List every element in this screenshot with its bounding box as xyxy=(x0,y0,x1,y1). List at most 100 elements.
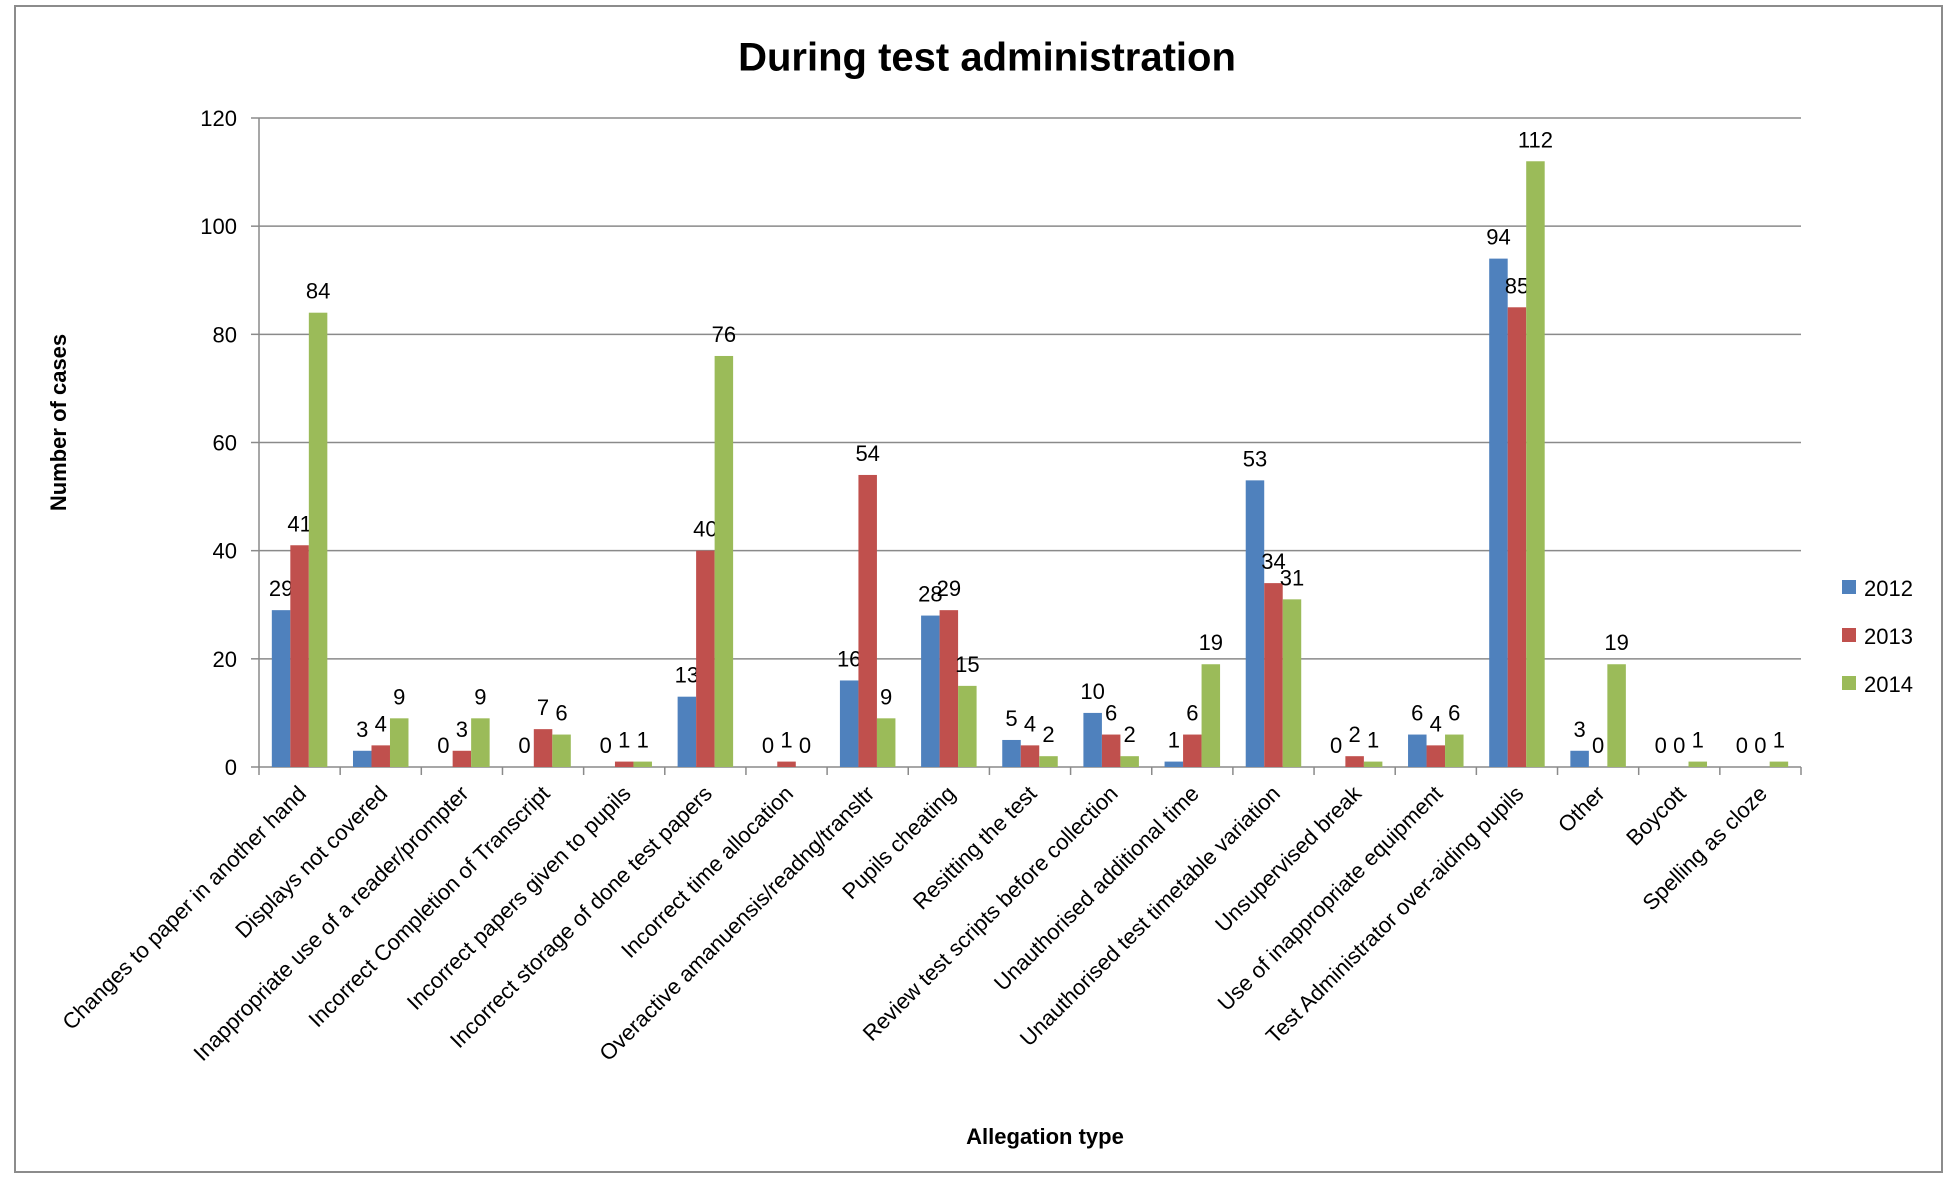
bar-2013 xyxy=(939,610,959,767)
bar-2014 xyxy=(1201,664,1221,767)
bar-2013 xyxy=(533,729,553,767)
y-tick-label: 20 xyxy=(213,647,237,672)
y-axis-title: Number of cases xyxy=(46,334,71,511)
bar-2014 xyxy=(1607,664,1626,767)
legend-label-2012: 2012 xyxy=(1864,576,1913,601)
bar-2012 xyxy=(1164,761,1184,767)
bar-2014 xyxy=(1120,756,1139,767)
data-label-2014: 15 xyxy=(955,652,979,677)
y-tick-label: 100 xyxy=(200,214,237,239)
bar-2013 xyxy=(1426,745,1446,767)
legend-swatch-2014 xyxy=(1842,676,1856,690)
data-label-2012: 0 xyxy=(1655,733,1667,758)
bar-2012 xyxy=(1408,734,1427,767)
data-label-2014: 6 xyxy=(1448,701,1460,726)
data-label-2013: 0 xyxy=(1673,733,1685,758)
bar-2013 xyxy=(1507,307,1527,767)
data-label-2013: 6 xyxy=(1186,701,1198,726)
data-label-2012: 94 xyxy=(1486,225,1510,250)
x-axis-title: Allegation type xyxy=(966,1124,1124,1149)
bar-2013 xyxy=(696,550,715,767)
data-label-2012: 5 xyxy=(1005,706,1017,731)
bar-2012 xyxy=(1083,712,1102,767)
bar-2014 xyxy=(1039,756,1058,767)
bar-2014 xyxy=(471,718,490,767)
data-label-2013: 0 xyxy=(1754,733,1766,758)
bar-2013 xyxy=(1264,583,1283,767)
data-label-2014: 2 xyxy=(1042,722,1054,747)
data-label-2012: 0 xyxy=(600,733,612,758)
bar-2013 xyxy=(614,761,634,767)
bar-2014 xyxy=(958,685,977,767)
data-label-2012: 0 xyxy=(437,733,449,758)
data-label-2013: 7 xyxy=(537,695,549,720)
data-label-2013: 0 xyxy=(1592,733,1604,758)
data-label-2013: 4 xyxy=(1024,711,1036,736)
data-label-2013: 40 xyxy=(693,517,717,542)
bar-2012 xyxy=(352,750,372,767)
data-label-2013: 1 xyxy=(780,728,792,753)
data-label-2012: 0 xyxy=(1736,733,1748,758)
bar-2014 xyxy=(1445,734,1464,767)
bar-2014 xyxy=(633,761,652,767)
x-category-label: Other xyxy=(1553,781,1610,838)
x-category-label: Displays not covered xyxy=(230,781,392,943)
bar-2014 xyxy=(1688,761,1708,767)
data-label-2014: 0 xyxy=(799,733,811,758)
y-tick-label: 80 xyxy=(213,322,237,347)
bar-2012 xyxy=(1570,750,1589,767)
data-label-2012: 29 xyxy=(269,576,293,601)
data-label-2012: 16 xyxy=(837,646,861,671)
bar-2014 xyxy=(1769,761,1789,767)
bar-2012 xyxy=(677,696,697,767)
bar-2012 xyxy=(1489,258,1508,767)
bar-2014 xyxy=(1282,599,1302,767)
bar-2012 xyxy=(1245,480,1265,767)
data-label-2013: 4 xyxy=(1430,711,1442,736)
data-label-2012: 0 xyxy=(1330,733,1342,758)
data-label-2012: 3 xyxy=(1573,717,1585,742)
data-label-2012: 0 xyxy=(518,733,530,758)
chart-frame: During test administration 0 20 40 60 80 100 12… xyxy=(14,5,1943,1173)
bar-2012 xyxy=(271,610,291,767)
bar-2013 xyxy=(1020,745,1040,767)
data-label-2014: 1 xyxy=(1367,728,1379,753)
y-tick-label: 0 xyxy=(225,755,237,780)
data-label-2013: 1 xyxy=(618,728,630,753)
bar-2012 xyxy=(1002,739,1021,767)
bar-2012 xyxy=(921,615,940,767)
data-label-2013: 2 xyxy=(1349,722,1361,747)
data-label-2012: 13 xyxy=(675,663,699,688)
data-label-2014: 1 xyxy=(1692,728,1704,753)
data-label-2012: 0 xyxy=(762,733,774,758)
bar-2014 xyxy=(714,355,734,767)
y-tick-label: 120 xyxy=(200,106,237,131)
legend-label-2013: 2013 xyxy=(1864,624,1913,649)
data-label-2012: 28 xyxy=(918,582,942,607)
bar-2013 xyxy=(858,474,877,767)
bar-2014 xyxy=(308,312,328,767)
bar-2014 xyxy=(876,718,896,767)
chart-title: During test administration xyxy=(738,36,1236,80)
data-label-2014: 2 xyxy=(1124,722,1136,747)
data-label-2014: 1 xyxy=(637,728,649,753)
legend-swatch-2012 xyxy=(1842,580,1856,594)
y-tick-label: 60 xyxy=(213,431,237,456)
data-label-2012: 53 xyxy=(1243,446,1267,471)
data-label-2012: 10 xyxy=(1080,679,1104,704)
bar-chart: During test administration02040608010012… xyxy=(46,36,1913,1149)
data-label-2013: 4 xyxy=(375,711,387,736)
data-label-2012: 3 xyxy=(356,717,368,742)
data-label-2013: 54 xyxy=(855,441,879,466)
data-label-2014: 19 xyxy=(1604,630,1628,655)
bar-2014 xyxy=(1526,161,1545,767)
bar-2013 xyxy=(1101,734,1121,767)
bar-2014 xyxy=(552,734,571,767)
bar-2013 xyxy=(1345,756,1364,767)
data-label-2014: 84 xyxy=(306,279,330,304)
data-label-2013: 34 xyxy=(1261,549,1285,574)
data-label-2013: 85 xyxy=(1505,273,1529,298)
bar-2013 xyxy=(777,761,796,767)
data-label-2014: 112 xyxy=(1518,127,1553,152)
y-tick-label: 40 xyxy=(213,539,237,564)
